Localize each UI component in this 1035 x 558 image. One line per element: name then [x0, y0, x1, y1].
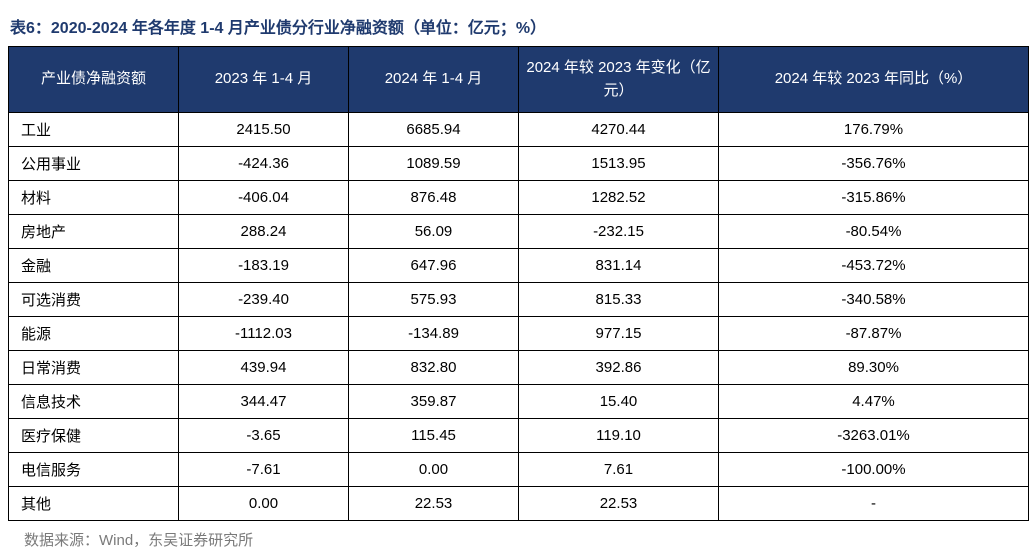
cell-v2024: 6685.94	[349, 113, 519, 147]
row-label: 能源	[9, 317, 179, 351]
cell-delta: 831.14	[519, 249, 719, 283]
cell-v2024: 876.48	[349, 181, 519, 215]
cell-yoy: -100.00%	[719, 453, 1029, 487]
cell-yoy: -87.87%	[719, 317, 1029, 351]
row-label: 可选消费	[9, 283, 179, 317]
cell-v2023: -3.65	[179, 419, 349, 453]
table-row: 材料-406.04876.481282.52-315.86%	[9, 181, 1029, 215]
cell-v2023: -1112.03	[179, 317, 349, 351]
cell-delta: 119.10	[519, 419, 719, 453]
cell-v2024: 359.87	[349, 385, 519, 419]
table-title: 表6：2020-2024 年各年度 1-4 月产业债分行业净融资额（单位：亿元；…	[8, 8, 1027, 46]
cell-v2023: -239.40	[179, 283, 349, 317]
cell-delta: 7.61	[519, 453, 719, 487]
cell-v2024: 647.96	[349, 249, 519, 283]
row-label: 金融	[9, 249, 179, 283]
cell-v2023: -424.36	[179, 147, 349, 181]
cell-v2024: 22.53	[349, 487, 519, 521]
table-row: 房地产288.2456.09-232.15-80.54%	[9, 215, 1029, 249]
cell-yoy: -	[719, 487, 1029, 521]
cell-yoy: -315.86%	[719, 181, 1029, 215]
data-table: 产业债净融资额 2023 年 1-4 月 2024 年 1-4 月 2024 年…	[8, 46, 1029, 521]
cell-yoy: 4.47%	[719, 385, 1029, 419]
row-label: 公用事业	[9, 147, 179, 181]
cell-v2024: 0.00	[349, 453, 519, 487]
table-row: 电信服务-7.610.007.61-100.00%	[9, 453, 1029, 487]
table-row: 信息技术344.47359.8715.404.47%	[9, 385, 1029, 419]
cell-delta: 1282.52	[519, 181, 719, 215]
cell-yoy: 176.79%	[719, 113, 1029, 147]
table-row: 可选消费-239.40575.93815.33-340.58%	[9, 283, 1029, 317]
col-header-delta: 2024 年较 2023 年变化（亿元）	[519, 47, 719, 113]
table-row: 日常消费439.94832.80392.8689.30%	[9, 351, 1029, 385]
row-label: 其他	[9, 487, 179, 521]
col-header-industry: 产业债净融资额	[9, 47, 179, 113]
table-row: 金融-183.19647.96831.14-453.72%	[9, 249, 1029, 283]
row-label: 电信服务	[9, 453, 179, 487]
cell-v2023: -7.61	[179, 453, 349, 487]
cell-yoy: -356.76%	[719, 147, 1029, 181]
cell-delta: 15.40	[519, 385, 719, 419]
cell-v2023: 288.24	[179, 215, 349, 249]
cell-yoy: -3263.01%	[719, 419, 1029, 453]
col-header-2023: 2023 年 1-4 月	[179, 47, 349, 113]
cell-delta: 815.33	[519, 283, 719, 317]
data-source: 数据来源：Wind，东吴证券研究所	[8, 521, 1027, 550]
row-label: 房地产	[9, 215, 179, 249]
cell-yoy: -340.58%	[719, 283, 1029, 317]
row-label: 医疗保健	[9, 419, 179, 453]
row-label: 信息技术	[9, 385, 179, 419]
cell-v2023: 0.00	[179, 487, 349, 521]
cell-v2024: 115.45	[349, 419, 519, 453]
row-label: 日常消费	[9, 351, 179, 385]
table-row: 能源-1112.03-134.89977.15-87.87%	[9, 317, 1029, 351]
cell-delta: 4270.44	[519, 113, 719, 147]
cell-delta: 392.86	[519, 351, 719, 385]
cell-delta: 977.15	[519, 317, 719, 351]
col-header-yoy: 2024 年较 2023 年同比（%）	[719, 47, 1029, 113]
cell-v2023: -406.04	[179, 181, 349, 215]
cell-v2024: -134.89	[349, 317, 519, 351]
cell-yoy: -453.72%	[719, 249, 1029, 283]
cell-yoy: 89.30%	[719, 351, 1029, 385]
cell-v2023: -183.19	[179, 249, 349, 283]
table-header-row: 产业债净融资额 2023 年 1-4 月 2024 年 1-4 月 2024 年…	[9, 47, 1029, 113]
cell-yoy: -80.54%	[719, 215, 1029, 249]
cell-v2024: 56.09	[349, 215, 519, 249]
table-row: 其他0.0022.5322.53-	[9, 487, 1029, 521]
cell-v2023: 344.47	[179, 385, 349, 419]
table-row: 公用事业-424.361089.591513.95-356.76%	[9, 147, 1029, 181]
table-body: 工业2415.506685.944270.44176.79%公用事业-424.3…	[9, 113, 1029, 521]
cell-v2023: 2415.50	[179, 113, 349, 147]
cell-delta: -232.15	[519, 215, 719, 249]
table-row: 医疗保健-3.65115.45119.10-3263.01%	[9, 419, 1029, 453]
cell-v2024: 832.80	[349, 351, 519, 385]
cell-v2024: 1089.59	[349, 147, 519, 181]
col-header-2024: 2024 年 1-4 月	[349, 47, 519, 113]
cell-v2024: 575.93	[349, 283, 519, 317]
cell-v2023: 439.94	[179, 351, 349, 385]
table-row: 工业2415.506685.944270.44176.79%	[9, 113, 1029, 147]
row-label: 材料	[9, 181, 179, 215]
cell-delta: 1513.95	[519, 147, 719, 181]
row-label: 工业	[9, 113, 179, 147]
cell-delta: 22.53	[519, 487, 719, 521]
